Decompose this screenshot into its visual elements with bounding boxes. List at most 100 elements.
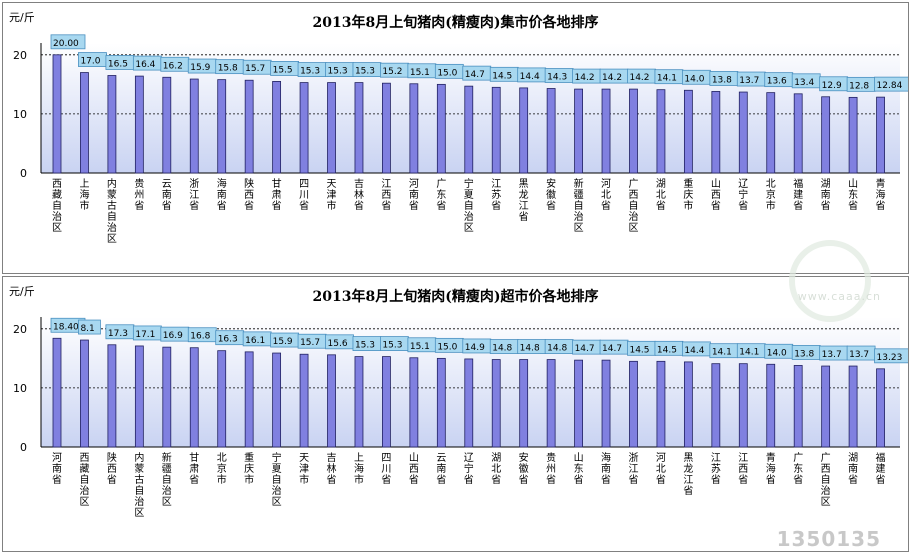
data-label: 15.1: [410, 342, 430, 352]
bar: [162, 346, 172, 448]
category-label: 黑龙江省: [683, 452, 693, 497]
bar: [519, 359, 529, 448]
category-label: 云南省: [162, 179, 172, 212]
bar: [409, 357, 419, 448]
bar: [629, 360, 638, 448]
data-label: 14.4: [520, 72, 540, 82]
category-label: 西藏自治区: [52, 179, 62, 234]
data-label: 13.6: [767, 77, 787, 87]
bar: [738, 91, 748, 174]
data-label: 15.3: [300, 67, 320, 77]
category-label: 吉林省: [354, 178, 364, 212]
data-label: 13.4: [794, 78, 814, 88]
category-label: 甘肃省: [189, 451, 199, 486]
bar: [683, 89, 693, 174]
bar: [766, 363, 776, 448]
bar: [354, 356, 364, 448]
y-tick-label: 0: [20, 167, 27, 180]
category-label: 上海市: [79, 178, 89, 212]
data-label: 16.8: [190, 332, 210, 342]
y-tick-label: 10: [13, 108, 27, 121]
bar: [272, 81, 282, 174]
bar: [546, 359, 556, 448]
bar: [107, 75, 117, 174]
bar: [299, 82, 309, 174]
bar: [52, 337, 62, 448]
category-label: 四川省: [299, 179, 309, 212]
category-label: 云南省: [436, 453, 446, 486]
y-unit-label: 元/斤: [9, 285, 35, 298]
data-label: 14.1: [712, 348, 732, 358]
category-label: 山西省: [711, 178, 721, 212]
bar: [217, 350, 227, 448]
category-label: 黑龙江省: [519, 178, 529, 223]
bar: [464, 85, 474, 174]
category-label: 江苏省: [711, 452, 721, 486]
bar: [299, 353, 309, 448]
data-label: 8.1: [80, 324, 94, 334]
data-label: 15.5: [273, 65, 293, 75]
chart-panel-market: 2013年8月上旬猪肉(精瘦肉)集市价各地排序 元/斤 0 10 20 20.00 西藏自治…: [2, 2, 909, 274]
data-label: 14.7: [602, 344, 622, 354]
category-label: 河北省: [656, 452, 666, 486]
category-label: 天津市: [327, 179, 337, 212]
data-label: 14.8: [492, 344, 512, 354]
bar: [327, 354, 336, 448]
data-label: 13.7: [849, 350, 869, 360]
data-label: 14.7: [575, 344, 595, 354]
bar: [134, 75, 144, 174]
category-label: 湖北省: [656, 178, 666, 212]
category-label: 安徽省: [546, 177, 556, 212]
data-label: 14.2: [602, 73, 622, 83]
category-label: 安徽省: [519, 451, 529, 486]
data-label-box: [50, 34, 86, 50]
data-label: 12.8: [849, 81, 869, 91]
data-label: 14.2: [629, 73, 649, 83]
chart-title: 2013年8月上旬猪肉(精瘦肉)超市价各地排序: [313, 288, 599, 305]
category-label: 陕西省: [107, 451, 117, 486]
data-label: 18.40: [53, 322, 79, 332]
category-label: 浙江省: [628, 452, 638, 486]
category-label: 贵州省: [134, 177, 144, 212]
bar: [574, 88, 583, 174]
bar: [107, 344, 117, 448]
data-label: 13.8: [712, 75, 732, 85]
data-label: 16.5: [108, 60, 128, 70]
data-label: 15.0: [437, 68, 457, 78]
category-label: 广东省: [793, 452, 803, 486]
data-label: 17.1: [135, 330, 155, 340]
category-label: 湖北省: [491, 452, 501, 486]
category-label: 江苏省: [491, 178, 501, 212]
data-label: 15.3: [382, 341, 402, 351]
category-label: 山东省: [848, 178, 858, 212]
bar: [464, 358, 474, 448]
category-label: 宁夏自治区: [272, 451, 282, 508]
bar: [574, 359, 583, 448]
category-label: 重庆市: [683, 177, 693, 212]
category-label: 江西省: [381, 178, 391, 212]
data-label: 20.00: [53, 39, 79, 49]
data-label-box: [874, 76, 908, 92]
category-label: 四川省: [381, 453, 391, 486]
data-label: 15.6: [328, 339, 348, 349]
data-label: 14.2: [575, 73, 595, 83]
bar: [793, 93, 803, 174]
category-label: 湖南省: [848, 452, 858, 486]
bar: [409, 83, 419, 174]
data-label: 14.8: [547, 344, 567, 354]
data-label: 17.0: [80, 57, 100, 67]
data-label: 14.1: [657, 74, 677, 84]
bar: [601, 359, 611, 448]
data-label: 15.1: [410, 68, 430, 78]
bar: [546, 88, 556, 174]
chart-supermarket-price: 2013年8月上旬猪肉(精瘦肉)超市价各地排序 元/斤 0 10 20 18.40 河南省 8…: [9, 285, 908, 519]
category-label: 重庆市: [244, 451, 254, 486]
data-label: 14.3: [547, 73, 567, 83]
category-label: 陕西省: [244, 177, 254, 212]
watermark-site-text: www.caaa.cn: [797, 290, 881, 303]
bar: [848, 365, 858, 448]
bar: [601, 88, 611, 174]
y-tick-label: 10: [13, 382, 27, 395]
category-label: 辽宁省: [464, 452, 474, 486]
bar: [491, 86, 501, 174]
